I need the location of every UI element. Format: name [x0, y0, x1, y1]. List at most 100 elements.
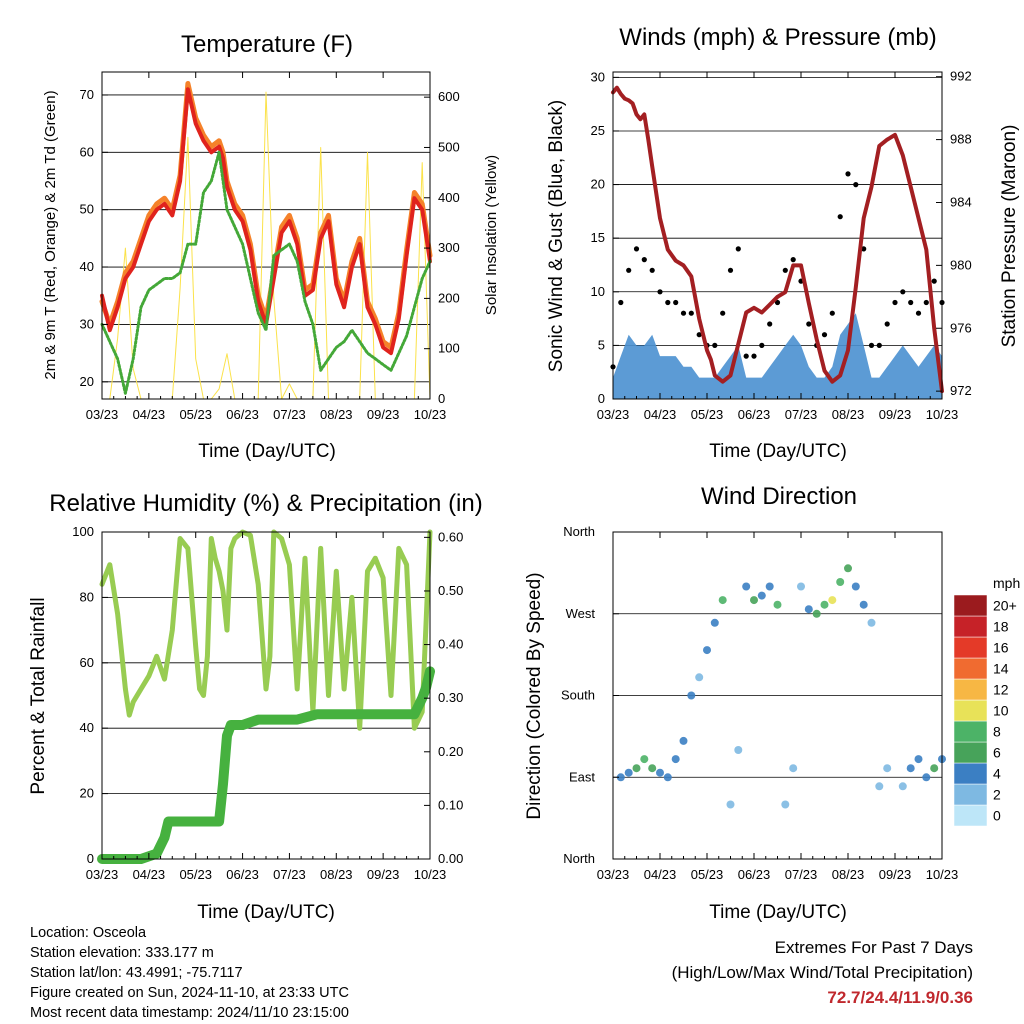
extremes-subtitle: (High/Low/Max Wind/Total Precipitation) [671, 963, 973, 982]
direction-series [616, 564, 946, 809]
x-tick-label: 05/23 [691, 867, 724, 882]
x-tick-label: 09/23 [879, 407, 912, 422]
gust-point [743, 353, 749, 359]
gust-point [657, 289, 663, 295]
gust-point [774, 299, 781, 306]
colorbar-label: 6 [993, 745, 1001, 761]
direction-point [804, 605, 813, 614]
direction-point [640, 755, 649, 764]
direction-point [663, 773, 672, 782]
y2-tick-label: 0.00 [438, 851, 463, 866]
x-tick-label: 09/23 [367, 867, 400, 882]
x-tick-label: 04/23 [644, 407, 677, 422]
gust-point [915, 310, 922, 316]
colorbar-label: 0 [993, 808, 1001, 824]
x-tick-label: 03/23 [597, 867, 630, 882]
y-tick-label: 10 [591, 284, 605, 299]
info-created: Figure created on Sun, 2024-11-10, at 23… [30, 985, 349, 1001]
gust-point [712, 342, 718, 348]
y-tick-label: 100 [72, 524, 94, 539]
colorbar-label: 4 [993, 766, 1001, 782]
humidity-ticks: 0 20 40 60 80 100 0.00 0.10 0.20 0.30 0.40 0.50 0.60… [72, 524, 463, 882]
direction-point [812, 609, 821, 618]
temperature-series [99, 81, 433, 400]
gust-point [767, 321, 773, 327]
humidity-frame [101, 531, 431, 860]
y-tick-label: 15 [591, 230, 605, 245]
temperature-y2label: Solar Insolation (Yellow) [483, 155, 500, 315]
direction-point [867, 618, 876, 627]
station-info: Location: Osceola Station elevation: 333… [30, 923, 349, 1023]
x-tick-label: 10/23 [926, 867, 959, 882]
y-tick-label: East [569, 769, 595, 784]
y-tick-label: 20 [591, 177, 605, 192]
colorbar-swatch [953, 741, 988, 764]
gust-point [876, 342, 882, 348]
y-tick-label: 70 [80, 87, 94, 102]
relative-humidity-line [99, 529, 433, 731]
direction-point [624, 768, 633, 777]
colorbar-swatch [953, 657, 988, 680]
x-tick-label: 06/23 [226, 407, 259, 422]
colorbar-label: 8 [993, 724, 1001, 740]
extremes-title: Extremes For Past 7 Days [774, 938, 973, 957]
x-tick-label: 06/23 [226, 867, 259, 882]
station-pressure-line [611, 85, 944, 394]
y-tick-label: 25 [591, 123, 605, 138]
direction-point [765, 582, 774, 591]
temperature-ticks: 20 30 40 50 60 70 0 100 200 300 400 500 600 03/23 04/2… [80, 72, 460, 422]
direction-point [906, 764, 915, 773]
humidity-gridlines [102, 531, 430, 860]
gust-point [853, 182, 859, 188]
info-latlon: Station lat/lon: 43.4991; -75.7117 [30, 965, 243, 981]
y2-tick-label: 984 [950, 194, 972, 209]
colorbar-swatch [953, 699, 988, 722]
x-tick-label: 10/23 [414, 867, 447, 882]
x-tick-label: 08/23 [320, 407, 353, 422]
sonic-wind-area [613, 313, 942, 399]
colorbar-label: 20+ [993, 598, 1017, 614]
direction-point [718, 596, 727, 605]
solar-insolation-line [101, 91, 431, 400]
gust-point [923, 299, 929, 306]
dewpoint-line [100, 150, 432, 395]
direction-point [883, 764, 892, 773]
gust-point [892, 299, 898, 306]
gust-point [696, 332, 702, 338]
winds-title: Winds (mph) & Pressure (mb) [619, 24, 936, 51]
x-tick-label: 10/23 [414, 407, 447, 422]
temperature-xlabel: Time (Day/UTC) [198, 441, 336, 462]
colorbar-swatch [953, 783, 988, 806]
direction-xlabel: Time (Day/UTC) [709, 902, 847, 923]
x-tick-label: 03/23 [86, 867, 119, 882]
direction-point [656, 768, 664, 777]
humidity-series [97, 529, 435, 864]
x-tick-label: 03/23 [597, 407, 630, 422]
direction-point [757, 591, 766, 600]
info-location: Location: Osceola [30, 925, 147, 941]
direction-point [828, 596, 837, 605]
y2-tick-label: 600 [438, 89, 460, 104]
gust-point [900, 289, 906, 295]
gust-point [626, 267, 632, 273]
total-precipitation-line [97, 666, 435, 864]
gust-point [806, 321, 812, 327]
x-tick-label: 05/23 [691, 407, 724, 422]
y-tick-label: West [566, 606, 596, 621]
y-tick-label: 40 [80, 259, 94, 274]
y-tick-label: North [563, 524, 595, 539]
gust-point [759, 342, 765, 348]
gust-point [868, 342, 875, 348]
direction-panel: Wind Direction NorthEastSouthWestNorth03… [524, 483, 1020, 923]
y-tick-label: 80 [80, 589, 94, 604]
y-tick-label: 5 [598, 337, 605, 352]
x-tick-label: 07/23 [273, 407, 306, 422]
direction-point [836, 578, 845, 586]
humidity-ylabel: Percent & Total Rainfall [28, 597, 49, 794]
gust-point [720, 310, 726, 316]
direction-point [922, 773, 931, 782]
y2-tick-label: 976 [950, 320, 972, 335]
gust-point [821, 332, 828, 338]
colorbar-swatch [953, 720, 988, 743]
